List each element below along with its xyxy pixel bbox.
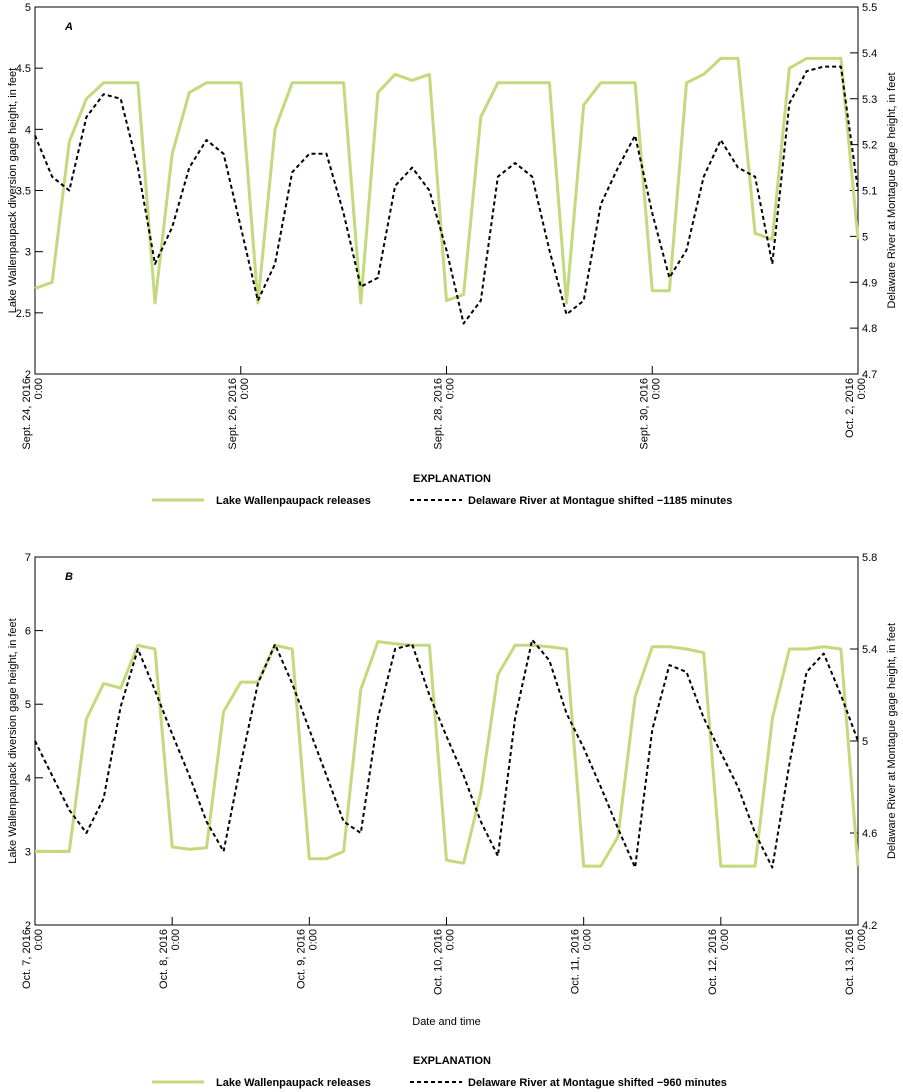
y2-tick-label: 4.9: [862, 277, 877, 289]
y-tick-label: 2: [25, 920, 31, 932]
y2-tick-label: 4.6: [862, 828, 877, 840]
x-tick-label: 0:00: [33, 929, 45, 950]
x-axis-title: Date and time: [412, 1016, 480, 1028]
y-tick-label: 5: [25, 2, 31, 14]
y-tick-label: 3: [25, 846, 31, 858]
x-tick-label: 0:00: [856, 378, 868, 399]
y2-tick-label: 5.4: [862, 48, 877, 60]
x-tick-label: 0:00: [445, 929, 457, 950]
y2-tick-label: 5.8: [862, 552, 877, 564]
y-tick-label: 7: [25, 552, 31, 564]
y2-tick-label: 5.5: [862, 2, 877, 14]
x-tick-label: 0:00: [856, 929, 868, 950]
x-tick-label: Oct. 2, 2016: [844, 378, 856, 438]
y-tick-label: 2.5: [16, 308, 31, 320]
x-tick-label: Oct. 10, 2016: [433, 929, 445, 995]
x-tick-label: Oct. 9, 2016: [295, 929, 307, 989]
x-tick-label: Sept. 26, 2016: [227, 378, 239, 450]
y-tick-label: 2: [25, 369, 31, 381]
y2-tick-label: 4.7: [862, 369, 877, 381]
y-axis-title: Lake Wallenpaupack diversion gage height…: [7, 618, 19, 863]
x-tick-label: 0:00: [239, 378, 251, 399]
plot-frame: [34, 556, 859, 926]
x-tick-label: 0:00: [307, 929, 319, 950]
x-tick-label: Sept. 30, 2016: [638, 378, 650, 450]
y-tick-label: 5: [25, 699, 31, 711]
x-tick-label: 0:00: [445, 378, 457, 399]
y-tick-label: 4.5: [16, 63, 31, 75]
y2-tick-label: 5.2: [862, 140, 877, 152]
x-tick-label: 0:00: [719, 929, 731, 950]
x-tick-label: 0:00: [582, 929, 594, 950]
y2-tick-label: 5: [862, 231, 868, 243]
legend-title: EXPLANATION: [413, 1055, 491, 1067]
y-axis-title: Lake Wallenpaupack diversion gage height…: [7, 68, 19, 313]
x-tick-label: Oct. 12, 2016: [707, 929, 719, 995]
legend-title: EXPLANATION: [413, 473, 491, 485]
panel-label: A: [64, 21, 73, 33]
panel-label: B: [65, 571, 73, 583]
y-tick-label: 4: [25, 773, 31, 785]
y-tick-label: 3: [25, 247, 31, 259]
y2-axis-title: Delaware River at Montague gage height, …: [886, 72, 898, 308]
x-tick-label: Sept. 24, 2016: [21, 378, 33, 450]
series-line: [34, 65, 859, 325]
x-tick-label: Oct. 7, 2016: [21, 929, 33, 989]
x-tick-label: 0:00: [170, 929, 182, 950]
plot-frame: [34, 6, 859, 375]
y2-tick-label: 4.2: [862, 920, 877, 932]
legend-label: Lake Wallenpaupack releases: [216, 495, 371, 507]
legend-label: Delaware River at Montague shifted −960 …: [468, 1077, 727, 1089]
x-tick-label: Oct. 13, 2016: [844, 929, 856, 995]
legend-label: Lake Wallenpaupack releases: [216, 1077, 371, 1089]
series-line: [35, 640, 860, 868]
y-tick-label: 4: [25, 124, 31, 136]
y-tick-label: 6: [25, 626, 31, 638]
series-line: [34, 56, 860, 305]
y2-tick-label: 4.8: [862, 323, 877, 335]
x-tick-label: Oct. 11, 2016: [570, 929, 582, 994]
x-tick-label: 0:00: [650, 378, 662, 399]
y-tick-label: 3.5: [16, 186, 31, 198]
y2-tick-label: 5: [862, 736, 868, 748]
y2-tick-label: 5.1: [862, 186, 877, 198]
x-tick-label: 0:00: [33, 378, 45, 399]
y2-tick-label: 5.3: [862, 94, 877, 106]
y2-axis-title: Delaware River at Montague gage height, …: [886, 623, 898, 859]
y2-tick-label: 5.4: [862, 644, 877, 656]
x-tick-label: Sept. 28, 2016: [433, 378, 445, 450]
x-tick-label: Oct. 8, 2016: [158, 929, 170, 989]
legend-label: Delaware River at Montague shifted −1185…: [468, 495, 732, 507]
series-line: [34, 638, 859, 869]
